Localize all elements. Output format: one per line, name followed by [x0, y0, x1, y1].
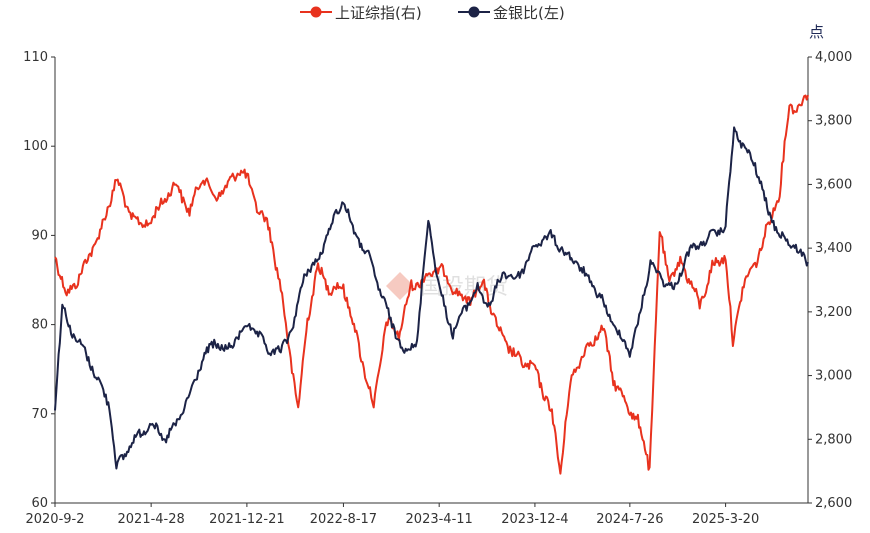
- series-line-gold-silver-ratio: [54, 126, 809, 470]
- right-tick-label: 2,600: [815, 496, 852, 511]
- right-tick-label: 4,000: [815, 50, 852, 65]
- x-tick-label: 2024-7-26: [596, 512, 663, 527]
- legend-marker-0: [310, 6, 322, 18]
- left-tick-label: 100: [23, 139, 48, 154]
- right-tick-label: 3,000: [815, 369, 852, 384]
- right-tick-label: 3,600: [815, 177, 852, 192]
- right-tick-label: 3,400: [815, 241, 852, 256]
- left-tick-label: 90: [31, 228, 48, 243]
- left-tick-label: 60: [31, 496, 48, 511]
- series-line-shanghai-composite: [54, 94, 809, 475]
- x-tick-label: 2023-12-4: [501, 512, 568, 527]
- right-tick-label: 2,800: [815, 432, 852, 447]
- right-tick-label: 3,200: [815, 305, 852, 320]
- left-tick-label: 80: [31, 318, 48, 333]
- x-tick-label: 2021-12-21: [209, 512, 285, 527]
- legend-label-0: 上证综指(右): [335, 4, 422, 22]
- right-axis-unit: 点: [809, 23, 824, 41]
- right-tick-label: 3,800: [815, 114, 852, 129]
- x-tick-label: 2021-4-28: [118, 512, 185, 527]
- x-tick-label: 2020-9-2: [25, 512, 84, 527]
- watermark-logo: [386, 272, 414, 300]
- series-layer: [54, 94, 809, 475]
- legend: 上证综指(右) 金银比(左): [300, 4, 565, 22]
- left-tick-label: 110: [23, 50, 48, 65]
- legend-label-1: 金银比(左): [493, 4, 565, 22]
- left-tick-label: 70: [31, 407, 48, 422]
- legend-marker-1: [468, 6, 480, 18]
- x-tick-label: 2025-3-20: [692, 512, 759, 527]
- axes: 60 70 80 90 100 110 2,600 2,800 3,000 3,200 3,400 3…: [23, 50, 852, 527]
- x-tick-label: 2022-8-17: [310, 512, 377, 527]
- x-tick-label: 2023-4-11: [406, 512, 473, 527]
